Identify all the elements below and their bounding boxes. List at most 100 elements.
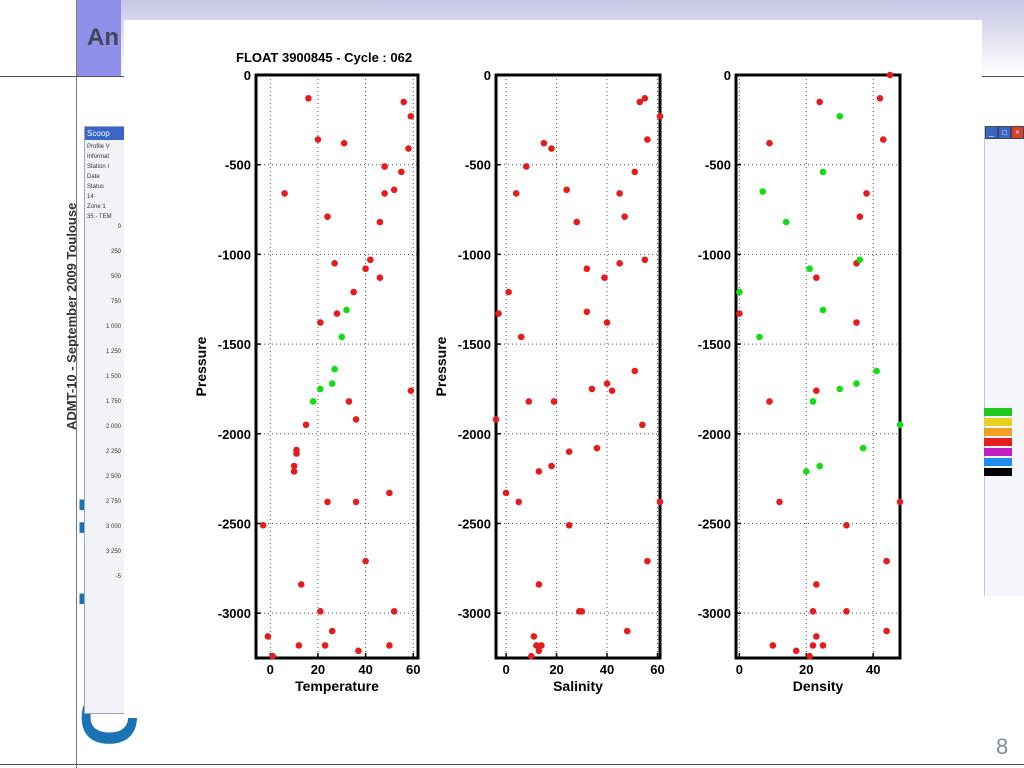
window-tick-label: 2 500: [105, 474, 121, 480]
data-point-bad: [896, 498, 904, 506]
legend-swatch: [984, 458, 1012, 466]
data-point-bad: [324, 213, 331, 221]
data-point-bad: [813, 581, 820, 588]
data-point-bad: [641, 256, 649, 264]
window-label: Informat: [87, 154, 110, 160]
window-label: Station I: [87, 164, 110, 170]
float-profile-plots: FLOAT 3900845 - Cycle : 062 0 -500 -1000 -1…: [193, 50, 904, 694]
data-point-bad: [538, 642, 545, 649]
data-point-bad: [813, 633, 820, 640]
x-tick-label: 0: [267, 662, 274, 677]
data-point-bad: [340, 139, 348, 147]
y-tick-label: -2500: [458, 516, 491, 531]
data-point-bad: [766, 398, 773, 405]
window-tick-label: 2 000: [105, 424, 121, 430]
window-tick-label: 1 500: [105, 374, 121, 380]
data-point-bad: [495, 310, 502, 317]
data-point-bad: [367, 256, 374, 264]
data-point-good: [809, 398, 817, 405]
x-tick-label: 20: [549, 662, 563, 677]
data-point-bad: [583, 265, 591, 273]
data-point-bad: [386, 489, 393, 497]
maximize-icon[interactable]: □: [998, 126, 1011, 139]
data-point-bad: [631, 168, 639, 176]
data-point-bad: [603, 380, 611, 387]
window-tick-label: 2 250: [105, 449, 121, 455]
data-point-bad: [792, 647, 800, 655]
data-point-bad: [550, 398, 558, 405]
data-point-bad: [588, 385, 596, 393]
data-point-bad: [819, 642, 827, 649]
data-point-bad: [381, 163, 388, 170]
data-point-bad: [573, 218, 581, 226]
data-point-good: [819, 168, 827, 176]
title-accent-box: [77, 0, 121, 76]
data-point-good: [896, 421, 904, 429]
x-axis-label: Density: [793, 678, 844, 694]
data-point-bad: [324, 498, 331, 506]
data-point-bad: [631, 367, 639, 375]
data-point-good: [856, 256, 864, 264]
data-point-good: [736, 288, 743, 296]
data-point-bad: [603, 319, 611, 326]
data-point-bad: [314, 136, 322, 143]
minimize-icon[interactable]: _: [985, 126, 998, 139]
window-tick-label: 1 750: [105, 399, 121, 405]
data-point-bad: [362, 557, 369, 565]
data-point-bad: [879, 136, 887, 143]
y-tick-label: -500: [465, 158, 491, 173]
data-point-bad: [302, 421, 310, 429]
data-point-bad: [886, 71, 894, 79]
legend-swatch: [984, 468, 1012, 476]
window-tick-label: 3 250: [105, 549, 121, 555]
data-point-bad: [639, 421, 646, 429]
data-point-good: [859, 444, 867, 452]
y-tick-label: -500: [705, 158, 731, 173]
x-tick-label: 60: [650, 662, 664, 677]
data-point-good: [328, 380, 336, 387]
data-point-bad: [843, 608, 850, 615]
data-point-bad: [621, 213, 628, 221]
page-number: 8: [996, 734, 1009, 759]
x-axis-label: Salinity: [553, 678, 603, 694]
data-point-bad: [548, 462, 555, 470]
data-point-bad: [405, 145, 412, 152]
data-point-bad: [492, 416, 500, 423]
data-point-good: [816, 462, 823, 470]
y-tick-label: -3000: [218, 606, 251, 621]
data-point-bad: [407, 387, 415, 395]
data-point-good: [756, 333, 763, 341]
x-tick-label: 20: [311, 662, 325, 677]
data-point-bad: [656, 498, 664, 506]
data-point-good: [836, 112, 844, 120]
slide-left-bar: [0, 0, 77, 768]
close-icon[interactable]: ×: [1011, 126, 1024, 139]
data-point-bad: [281, 190, 288, 197]
data-point-bad: [636, 98, 644, 106]
y-tick-label: -2000: [218, 427, 251, 442]
data-point-good: [309, 398, 317, 405]
data-point-bad: [317, 608, 324, 615]
x-tick-label: 0: [502, 662, 509, 677]
window-tick-label: 1 250: [105, 349, 121, 355]
data-point-bad: [843, 521, 850, 529]
data-point-bad: [502, 489, 510, 497]
data-point-bad: [616, 260, 623, 267]
data-point-bad: [656, 112, 664, 120]
conference-caption: ADMT-10 - September 2009 Toulouse: [64, 202, 79, 430]
y-tick-label: -2500: [698, 516, 731, 531]
y-tick-label: -1000: [698, 247, 731, 262]
data-point-bad: [390, 186, 398, 194]
legend-swatch: [984, 438, 1012, 446]
data-point-bad: [517, 333, 525, 341]
window-axis-ticks: 0 250 500 750 1 000 1 250 1 500 1 750 2 000 2 250…: [85, 224, 125, 580]
data-point-bad: [264, 633, 272, 640]
y-axis-label: Pressure: [433, 336, 449, 396]
data-point-bad: [565, 521, 573, 529]
data-point-bad: [876, 95, 884, 102]
data-point-bad: [376, 218, 384, 226]
data-point-bad: [533, 642, 540, 649]
data-point-bad: [601, 274, 608, 282]
window-tick-label: 2 750: [105, 499, 121, 505]
x-tick-label: 40: [358, 662, 372, 677]
